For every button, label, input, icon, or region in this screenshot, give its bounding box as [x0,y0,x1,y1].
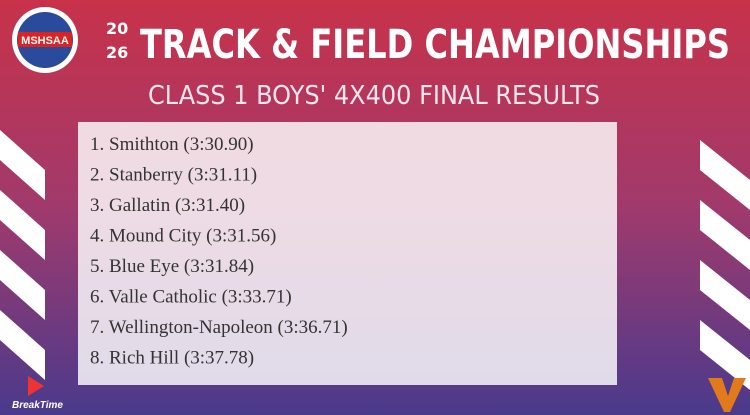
sponsor-text: BreakTime [12,400,63,411]
result-item: 5. Blue Eye (3:31.84) [90,256,254,277]
result-item: 1. Smithton (3:30.90) [90,134,254,155]
results-panel [78,122,617,385]
year-line: 26 [106,43,128,62]
right-stripes [700,140,750,390]
result-item: 6. Valle Catholic (3:33.71) [90,287,292,308]
result-item: 4. Mound City (3:31.56) [90,226,276,247]
results-list: 1. Smithton (3:30.90) 2. Stanberry (3:31.… [90,134,348,369]
result-item: 3. Gallatin (3:31.40) [90,195,245,216]
result-item: 8. Rich Hill (3:37.78) [90,348,254,369]
logo-text: MSHSAA [21,35,69,47]
result-item: 2. Stanberry (3:31.11) [90,165,257,186]
school-logo [708,378,746,412]
left-stripes [0,130,45,380]
subtitle: CLASS 1 BOYS' 4X400 FINAL RESULTS [148,81,600,111]
title: TRACK & FIELD CHAMPIONSHIPS [140,22,730,68]
sponsor-logo: BreakTime [12,376,63,411]
logo: MSHSAA [12,7,78,73]
year-line: 20 [106,19,128,38]
result-item: 7. Wellington-Napoleon (3:36.71) [90,317,348,338]
